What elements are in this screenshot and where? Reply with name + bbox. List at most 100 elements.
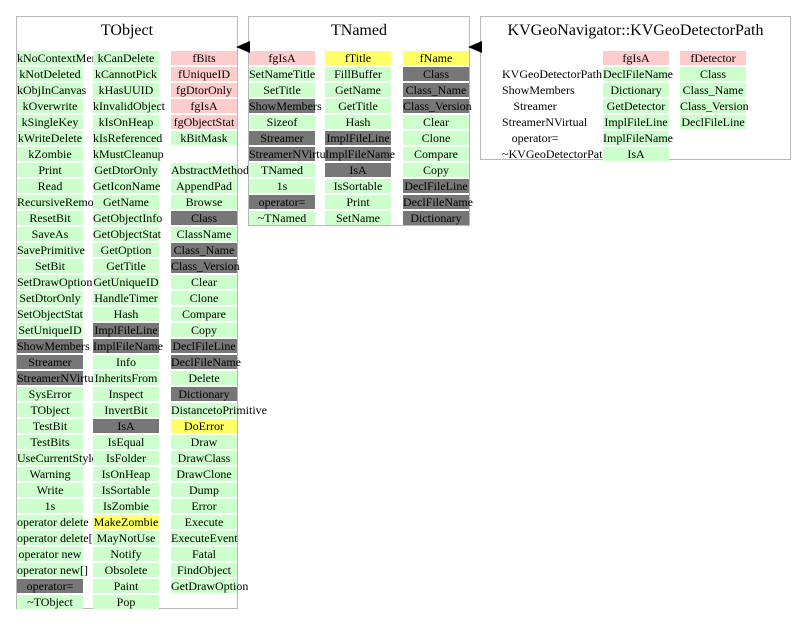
- tobject-member: GetIconName: [93, 179, 161, 193]
- tobject-member: ResetBit: [17, 211, 83, 225]
- tobject-member: kIsOnHeap: [93, 115, 159, 129]
- tobject-member: Print: [17, 163, 83, 177]
- tobject-member: Class_Name: [171, 243, 237, 257]
- tobject-member: IsOnHeap: [93, 467, 159, 481]
- tobject-member: GetDtorOnly: [93, 163, 159, 177]
- tobject-member: GetUniqueID: [93, 275, 159, 289]
- tobject-member: Class_Version: [171, 259, 240, 273]
- tobject-member: ClassName: [171, 227, 237, 241]
- tobject-member: ImplFileName: [93, 339, 163, 353]
- tnamed-member: GetTitle: [325, 99, 391, 113]
- tobject-member: Pop: [93, 595, 159, 609]
- tobject-member: AppendPad: [171, 179, 237, 193]
- tobject-member: Copy: [171, 323, 237, 337]
- tobject-member: kNoContextMenu: [17, 51, 104, 65]
- tobject-member: Paint: [93, 579, 159, 593]
- tobject-member: SetObjectStat: [17, 307, 83, 321]
- tobject-member: SetBit: [17, 259, 83, 273]
- class-box-tobject: TObject kNoContextMenu kNotDeleted kObjInC…: [16, 16, 267, 609]
- kvgeo-member: Class: [680, 67, 746, 81]
- tobject-member: FindObject: [171, 563, 237, 577]
- kvgeo-member: [502, 51, 568, 65]
- tnamed-member: Sizeof: [249, 115, 315, 129]
- tnamed-member: StreamerNVirtual: [249, 147, 335, 161]
- kvgeo-member: ImplFileName: [603, 131, 673, 145]
- tobject-member: InheritsFrom: [93, 371, 159, 385]
- tobject-member: fgObjectStat: [171, 115, 237, 129]
- tnamed-member: Hash: [325, 115, 391, 129]
- tobject-member: DistancetoPrimitive: [171, 403, 267, 417]
- tnamed-member: DeclFileName: [403, 195, 473, 209]
- tobject-member: Compare: [171, 307, 237, 321]
- tobject-member: DeclFileName: [171, 355, 241, 369]
- kvgeo-member: fDetector: [680, 51, 746, 65]
- tnamed-member: GetName: [325, 83, 391, 97]
- tobject-member: 1s: [17, 499, 83, 513]
- tnamed-member: ShowMembers: [249, 99, 322, 113]
- class-title-kvgeodetectorpath: KVGeoNavigator::KVGeoDetectorPath: [507, 22, 764, 39]
- tnamed-member: fName: [403, 51, 469, 65]
- tobject-member: Warning: [17, 467, 83, 481]
- tnamed-member: DeclFileLine: [403, 179, 469, 193]
- tobject-member: Notify: [93, 547, 159, 561]
- inheritance-arrow-kvgeo-to-tnamed: [468, 41, 482, 53]
- tobject-member: GetName: [93, 195, 159, 209]
- tobject-member: Info: [93, 355, 159, 369]
- tobject-member: kNotDeleted: [17, 67, 83, 81]
- tnamed-member: Streamer: [249, 131, 315, 145]
- tobject-member: fgDtorOnly: [171, 83, 237, 97]
- tnamed-member: TNamed: [249, 163, 315, 177]
- tnamed-member: SetName: [325, 211, 391, 225]
- tobject-member: kBitMask: [171, 131, 237, 145]
- tobject-member: TestBit: [17, 419, 83, 433]
- tobject-member: kHasUUID: [93, 83, 159, 97]
- tobject-member: TObject: [17, 403, 83, 417]
- tobject-member: DrawClass: [171, 451, 237, 465]
- tobject-member: DoError: [171, 419, 237, 433]
- tobject-member: DrawClone: [171, 467, 237, 481]
- tobject-member: SaveAs: [17, 227, 83, 241]
- tobject-member: ShowMembers: [17, 339, 90, 353]
- tobject-member: operator new[]: [17, 563, 88, 577]
- kvgeo-member: DeclFileName: [603, 67, 673, 81]
- tnamed-member: fgIsA: [249, 51, 315, 65]
- kvgeo-member: ImplFileLine: [603, 115, 669, 129]
- tobject-member: MakeZombie: [93, 515, 159, 529]
- tobject-member: operator=: [17, 579, 83, 593]
- class-box-kvgeodetectorpath: KVGeoNavigator::KVGeoDetectorPath KVGeoD…: [480, 16, 791, 161]
- tobject-member: Error: [171, 499, 237, 513]
- tobject-member: UseCurrentStyle: [17, 451, 97, 465]
- tobject-member: ImplFileLine: [93, 323, 159, 337]
- tobject-member: DeclFileLine: [171, 339, 237, 353]
- class-box-tnamed: TNamed fgIsA SetNameTitle SetTitle ShowMemb…: [248, 16, 473, 226]
- tobject-member: IsEqual: [93, 435, 159, 449]
- tobject-member: Streamer: [17, 355, 83, 369]
- tobject-member: Hash: [93, 307, 159, 321]
- tobject-member: kCanDelete: [93, 51, 159, 65]
- tobject-member: SavePrimitive: [17, 243, 85, 257]
- kvgeo-member: Class_Version: [680, 99, 749, 113]
- tobject-member: StreamerNVirtual: [17, 371, 103, 385]
- tnamed-member: Compare: [403, 147, 469, 161]
- kvgeo-member: StreamerNVirtual: [502, 115, 588, 129]
- tnamed-member: FillBuffer: [325, 67, 391, 81]
- tnamed-member: Clear: [403, 115, 469, 129]
- tobject-member: Fatal: [171, 547, 237, 561]
- class-title-tnamed: TNamed: [331, 22, 387, 39]
- tobject-member: SysError: [17, 387, 83, 401]
- tobject-member: GetDrawOption: [171, 579, 249, 593]
- tobject-member: Delete: [171, 371, 237, 385]
- kvgeo-member: GetDetector: [603, 99, 669, 113]
- tobject-member: kOverwrite: [17, 99, 83, 113]
- tnamed-member: 1s: [249, 179, 315, 193]
- tnamed-member: Print: [325, 195, 391, 209]
- tobject-member: operator delete[]: [17, 531, 97, 545]
- tobject-member: RecursiveRemove: [17, 195, 105, 209]
- inheritance-arrow-tnamed-to-tobject: [236, 41, 250, 53]
- kvgeo-member: Streamer: [513, 99, 557, 113]
- tobject-member: Clone: [171, 291, 237, 305]
- tnamed-member: Class_Name: [403, 83, 469, 97]
- tnamed-member: SetNameTitle: [249, 67, 316, 81]
- tobject-member: GetTitle: [93, 259, 159, 273]
- kvgeo-member: Class_Name: [680, 83, 746, 97]
